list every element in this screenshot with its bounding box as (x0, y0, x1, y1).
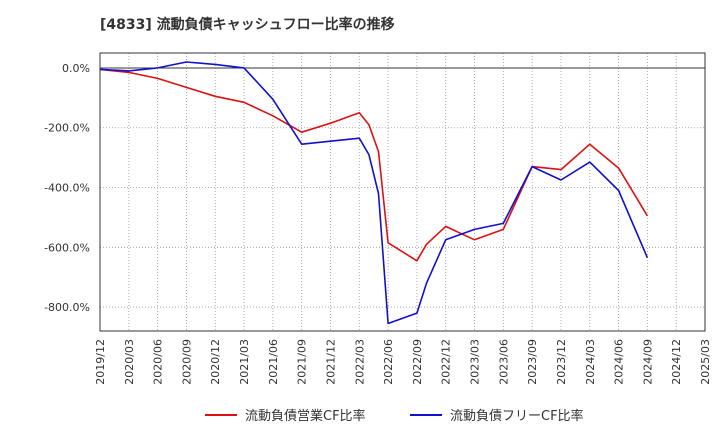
x-tick-label: 2024/09 (641, 339, 654, 385)
x-tick-label: 2023/06 (497, 339, 510, 385)
x-tick-label: 2020/12 (209, 339, 222, 385)
x-tick-label: 2022/03 (353, 339, 366, 385)
x-tick-label: 2024/03 (584, 339, 597, 385)
x-tick-label: 2019/12 (94, 339, 107, 385)
x-tick-label: 2020/09 (180, 339, 193, 385)
x-axis-ticks: 2019/12 2020/03 2020/06 2020/09 2020/12 2021/… (94, 339, 712, 385)
x-tick-label: 2021/12 (324, 339, 337, 385)
legend-label-operating-cf: 流動負債営業CF比率 (245, 408, 366, 424)
series-layer (99, 61, 649, 325)
x-tick-label: 2022/12 (440, 339, 453, 385)
x-tick-label: 2021/06 (267, 339, 280, 385)
x-tick-label: 2020/03 (123, 339, 136, 385)
plot-frame (99, 52, 706, 332)
x-tick-label: 2025/03 (699, 339, 712, 385)
x-tick-label: 2024/12 (670, 339, 683, 385)
x-tick-label: 2022/09 (411, 339, 424, 385)
y-axis-ticks: 0.0% -200.0% -400.0% -600.0% -800.0% (44, 62, 90, 314)
y-tick-label: -400.0% (44, 182, 90, 195)
series-line-1 (99, 61, 649, 325)
x-tick-label: 2020/06 (152, 339, 165, 385)
x-tick-label: 2023/12 (555, 339, 568, 385)
x-tick-label: 2022/06 (382, 339, 395, 385)
y-tick-label: 0.0% (62, 62, 90, 75)
x-tick-label: 2021/09 (296, 339, 309, 385)
x-tick-label: 2023/09 (526, 339, 539, 385)
x-tick-label: 2024/06 (613, 339, 626, 385)
y-tick-label: -200.0% (44, 122, 90, 135)
grid-layer (99, 53, 706, 331)
y-tick-label: -600.0% (44, 241, 90, 254)
legend: 流動負債営業CF比率 流動負債フリーCF比率 (205, 408, 584, 424)
x-tick-label: 2023/03 (469, 339, 482, 385)
series-line-0 (99, 68, 649, 262)
y-tick-label: -800.0% (44, 301, 90, 314)
x-tick-label: 2021/03 (238, 339, 251, 385)
legend-label-free-cf: 流動負債フリーCF比率 (450, 408, 584, 424)
chart-title: [4833] 流動負債キャッシュフロー比率の推移 (100, 16, 395, 33)
